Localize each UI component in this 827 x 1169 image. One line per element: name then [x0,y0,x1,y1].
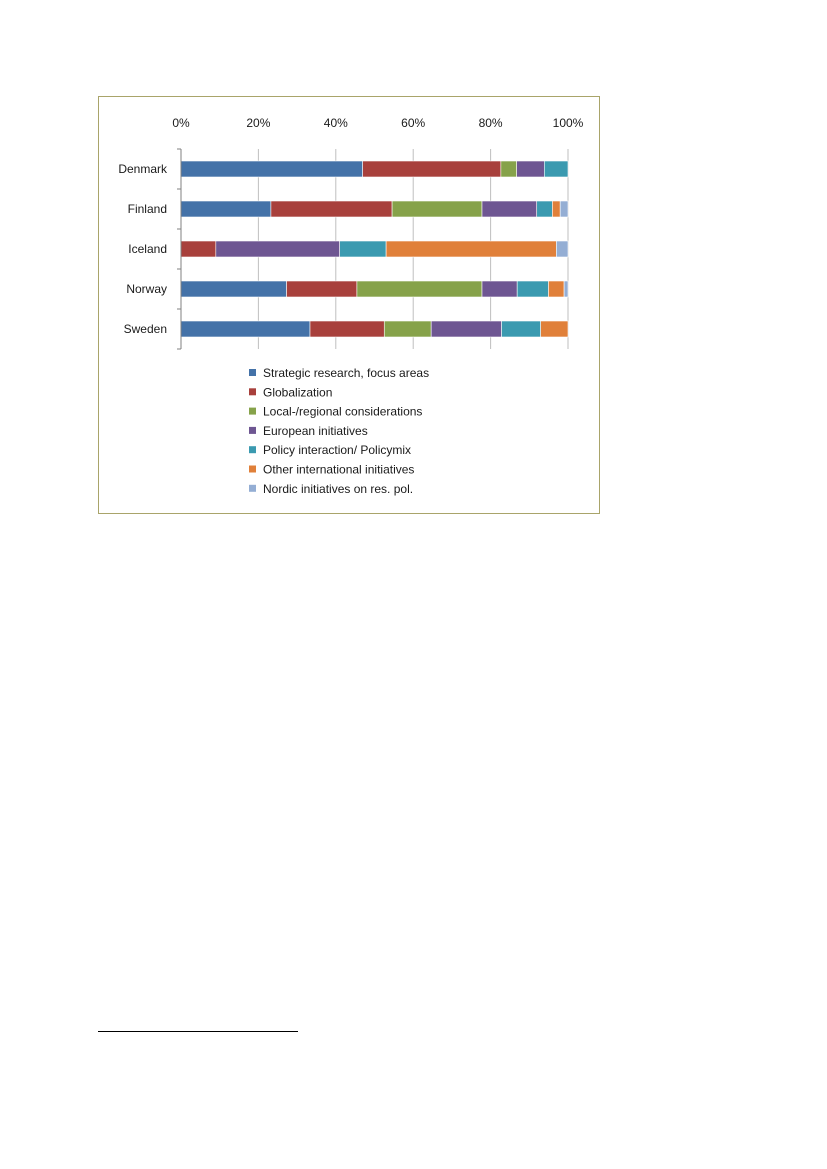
x-tick-label: 20% [246,116,270,130]
bar-segment [391,200,483,218]
legend-label: Local-/regional considerations [263,405,422,419]
bar-segment [548,280,565,298]
bar-segment [362,160,502,178]
legend-label: Globalization [263,385,332,399]
bar-segment [180,240,217,258]
bar-segment [501,320,541,338]
x-tick-label: 0% [172,116,190,130]
category-label: Denmark [118,162,168,176]
category-label: Norway [126,282,167,296]
legend-swatch [249,465,256,473]
footnote-divider [98,1031,298,1032]
bar-segment [385,240,557,258]
legend-swatch [249,369,256,376]
bar-segment [500,160,517,178]
bar-segment [536,200,553,218]
bar-segment [552,200,561,218]
x-tick-label: 60% [401,116,425,130]
bar-segment [481,200,538,218]
bar-segment [516,280,549,298]
bar-segment [180,280,287,298]
bar-segment [540,320,569,338]
category-label: Iceland [128,242,167,256]
bar-segment [215,240,340,258]
bar-segment [270,200,393,218]
x-tick-label: 100% [553,116,584,130]
x-tick-label: 40% [324,116,348,130]
legend-label: Nordic initiatives on res. pol. [263,482,413,496]
bar-segment [356,280,483,298]
legend-swatch [249,426,256,434]
bar-segment [556,240,569,258]
bar-segment [309,320,385,338]
category-label: Sweden [124,322,167,336]
bar-segment [516,160,545,178]
category-label: Finland [128,202,167,216]
bar-segment [339,240,387,258]
chart-frame: 0% 20% 40% 60% 80% 100% Denmark Finland Iceland N… [98,96,600,514]
legend-swatch [249,407,256,415]
bar-segment [180,160,363,178]
bar-segment [563,280,569,298]
legend-label: European initiatives [263,424,368,438]
legend-swatch [249,388,256,396]
bar-segment [180,200,272,218]
bar-segment [481,280,518,298]
bar-segment [286,280,358,298]
bar-segment [180,320,311,338]
legend-label: Policy interaction/ Policymix [263,443,411,457]
stacked-bar-chart: 0% 20% 40% 60% 80% 100% Denmark Finland Iceland N… [118,116,584,496]
legend-swatch [249,446,256,454]
legend-label: Strategic research, focus areas [263,366,429,380]
x-tick-label: 80% [479,116,503,130]
bar-segment [544,160,569,178]
legend-label: Other international initiatives [263,463,414,477]
legend-swatch [249,484,256,492]
bar-segment [383,320,432,338]
bar-segment [430,320,502,338]
bar-segment [559,200,569,218]
